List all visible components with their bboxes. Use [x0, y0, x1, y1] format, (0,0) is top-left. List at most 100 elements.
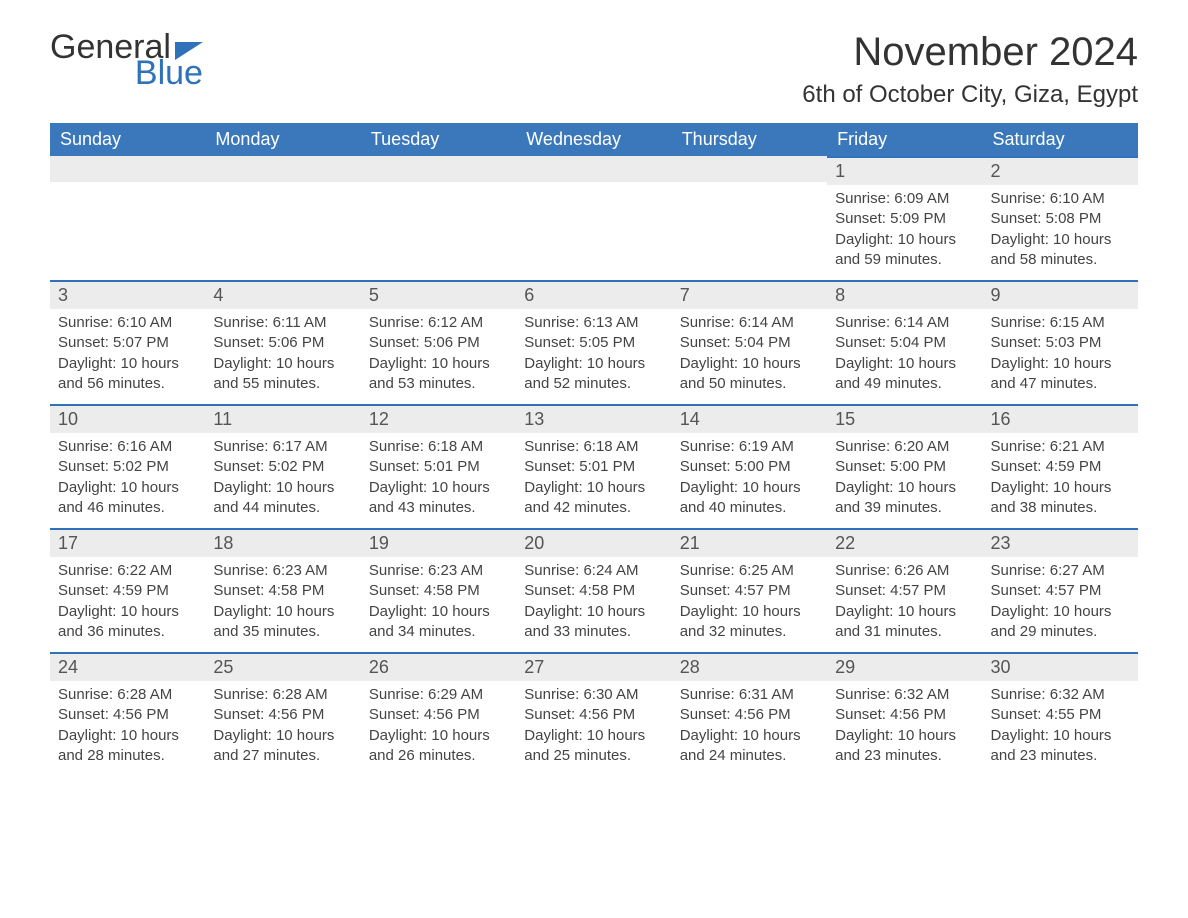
calendar-week-row: 17Sunrise: 6:22 AMSunset: 4:59 PMDayligh… — [50, 528, 1138, 652]
calendar-day-cell: 29Sunrise: 6:32 AMSunset: 4:56 PMDayligh… — [827, 652, 982, 776]
calendar-day-cell: 18Sunrise: 6:23 AMSunset: 4:58 PMDayligh… — [205, 528, 360, 652]
calendar-day-cell: 17Sunrise: 6:22 AMSunset: 4:59 PMDayligh… — [50, 528, 205, 652]
day-details: Sunrise: 6:18 AMSunset: 5:01 PMDaylight:… — [516, 433, 671, 526]
sunset-line: Sunset: 4:57 PM — [680, 581, 819, 601]
sunrise-line: Sunrise: 6:26 AM — [835, 561, 974, 581]
day-number: 27 — [516, 652, 671, 681]
sunset-line: Sunset: 4:59 PM — [991, 457, 1130, 477]
day-number: 22 — [827, 528, 982, 557]
daylight-line: Daylight: 10 hours and 47 minutes. — [991, 354, 1130, 395]
calendar-day-cell: 4Sunrise: 6:11 AMSunset: 5:06 PMDaylight… — [205, 280, 360, 404]
calendar-day-cell: 14Sunrise: 6:19 AMSunset: 5:00 PMDayligh… — [672, 404, 827, 528]
daylight-line: Daylight: 10 hours and 40 minutes. — [680, 478, 819, 519]
sunset-line: Sunset: 4:58 PM — [369, 581, 508, 601]
daylight-line: Daylight: 10 hours and 52 minutes. — [524, 354, 663, 395]
sunset-line: Sunset: 4:57 PM — [835, 581, 974, 601]
day-number: 5 — [361, 280, 516, 309]
weekday-header: Monday — [205, 123, 360, 156]
calendar-week-row: 10Sunrise: 6:16 AMSunset: 5:02 PMDayligh… — [50, 404, 1138, 528]
weekday-header: Saturday — [983, 123, 1138, 156]
sunrise-line: Sunrise: 6:32 AM — [835, 685, 974, 705]
daylight-line: Daylight: 10 hours and 26 minutes. — [369, 726, 508, 767]
weekday-header: Wednesday — [516, 123, 671, 156]
day-details: Sunrise: 6:25 AMSunset: 4:57 PMDaylight:… — [672, 557, 827, 650]
sunset-line: Sunset: 5:04 PM — [835, 333, 974, 353]
calendar-day-cell: 6Sunrise: 6:13 AMSunset: 5:05 PMDaylight… — [516, 280, 671, 404]
day-number: 3 — [50, 280, 205, 309]
day-details: Sunrise: 6:23 AMSunset: 4:58 PMDaylight:… — [205, 557, 360, 650]
sunrise-line: Sunrise: 6:10 AM — [58, 313, 197, 333]
sunset-line: Sunset: 4:56 PM — [524, 705, 663, 725]
sunrise-line: Sunrise: 6:23 AM — [369, 561, 508, 581]
daylight-line: Daylight: 10 hours and 58 minutes. — [991, 230, 1130, 271]
sunset-line: Sunset: 5:03 PM — [991, 333, 1130, 353]
sunrise-line: Sunrise: 6:32 AM — [991, 685, 1130, 705]
calendar-header-row: SundayMondayTuesdayWednesdayThursdayFrid… — [50, 123, 1138, 156]
sunset-line: Sunset: 5:01 PM — [369, 457, 508, 477]
empty-day-bar — [516, 156, 671, 182]
sunrise-line: Sunrise: 6:19 AM — [680, 437, 819, 457]
calendar-table: SundayMondayTuesdayWednesdayThursdayFrid… — [50, 123, 1138, 776]
calendar-week-row: 1Sunrise: 6:09 AMSunset: 5:09 PMDaylight… — [50, 156, 1138, 280]
day-number: 21 — [672, 528, 827, 557]
calendar-empty-cell — [205, 156, 360, 280]
calendar-day-cell: 8Sunrise: 6:14 AMSunset: 5:04 PMDaylight… — [827, 280, 982, 404]
calendar-day-cell: 30Sunrise: 6:32 AMSunset: 4:55 PMDayligh… — [983, 652, 1138, 776]
day-number: 18 — [205, 528, 360, 557]
calendar-day-cell: 1Sunrise: 6:09 AMSunset: 5:09 PMDaylight… — [827, 156, 982, 280]
logo-text-blue: Blue — [135, 56, 203, 90]
daylight-line: Daylight: 10 hours and 24 minutes. — [680, 726, 819, 767]
day-details: Sunrise: 6:24 AMSunset: 4:58 PMDaylight:… — [516, 557, 671, 650]
calendar-day-cell: 20Sunrise: 6:24 AMSunset: 4:58 PMDayligh… — [516, 528, 671, 652]
calendar-day-cell: 3Sunrise: 6:10 AMSunset: 5:07 PMDaylight… — [50, 280, 205, 404]
day-number: 23 — [983, 528, 1138, 557]
day-details: Sunrise: 6:19 AMSunset: 5:00 PMDaylight:… — [672, 433, 827, 526]
calendar-day-cell: 23Sunrise: 6:27 AMSunset: 4:57 PMDayligh… — [983, 528, 1138, 652]
daylight-line: Daylight: 10 hours and 59 minutes. — [835, 230, 974, 271]
weekday-header: Friday — [827, 123, 982, 156]
day-number: 28 — [672, 652, 827, 681]
day-details: Sunrise: 6:11 AMSunset: 5:06 PMDaylight:… — [205, 309, 360, 402]
day-details: Sunrise: 6:21 AMSunset: 4:59 PMDaylight:… — [983, 433, 1138, 526]
daylight-line: Daylight: 10 hours and 43 minutes. — [369, 478, 508, 519]
day-details: Sunrise: 6:10 AMSunset: 5:08 PMDaylight:… — [983, 185, 1138, 278]
day-details: Sunrise: 6:28 AMSunset: 4:56 PMDaylight:… — [50, 681, 205, 774]
weekday-header: Tuesday — [361, 123, 516, 156]
month-title: November 2024 — [802, 30, 1138, 75]
day-details: Sunrise: 6:16 AMSunset: 5:02 PMDaylight:… — [50, 433, 205, 526]
day-number: 15 — [827, 404, 982, 433]
sunset-line: Sunset: 4:56 PM — [369, 705, 508, 725]
daylight-line: Daylight: 10 hours and 56 minutes. — [58, 354, 197, 395]
calendar-empty-cell — [672, 156, 827, 280]
sunset-line: Sunset: 5:00 PM — [835, 457, 974, 477]
sunrise-line: Sunrise: 6:13 AM — [524, 313, 663, 333]
sunrise-line: Sunrise: 6:28 AM — [58, 685, 197, 705]
sunrise-line: Sunrise: 6:12 AM — [369, 313, 508, 333]
calendar-day-cell: 28Sunrise: 6:31 AMSunset: 4:56 PMDayligh… — [672, 652, 827, 776]
calendar-week-row: 24Sunrise: 6:28 AMSunset: 4:56 PMDayligh… — [50, 652, 1138, 776]
daylight-line: Daylight: 10 hours and 39 minutes. — [835, 478, 974, 519]
daylight-line: Daylight: 10 hours and 55 minutes. — [213, 354, 352, 395]
sunrise-line: Sunrise: 6:31 AM — [680, 685, 819, 705]
daylight-line: Daylight: 10 hours and 33 minutes. — [524, 602, 663, 643]
calendar-day-cell: 13Sunrise: 6:18 AMSunset: 5:01 PMDayligh… — [516, 404, 671, 528]
sunrise-line: Sunrise: 6:27 AM — [991, 561, 1130, 581]
sunset-line: Sunset: 4:55 PM — [991, 705, 1130, 725]
day-details: Sunrise: 6:14 AMSunset: 5:04 PMDaylight:… — [672, 309, 827, 402]
calendar-day-cell: 11Sunrise: 6:17 AMSunset: 5:02 PMDayligh… — [205, 404, 360, 528]
sunset-line: Sunset: 5:05 PM — [524, 333, 663, 353]
sunrise-line: Sunrise: 6:24 AM — [524, 561, 663, 581]
day-number: 16 — [983, 404, 1138, 433]
weekday-header: Thursday — [672, 123, 827, 156]
daylight-line: Daylight: 10 hours and 32 minutes. — [680, 602, 819, 643]
logo-triangle-icon — [175, 42, 203, 60]
calendar-day-cell: 16Sunrise: 6:21 AMSunset: 4:59 PMDayligh… — [983, 404, 1138, 528]
sunrise-line: Sunrise: 6:20 AM — [835, 437, 974, 457]
day-number: 24 — [50, 652, 205, 681]
day-details: Sunrise: 6:20 AMSunset: 5:00 PMDaylight:… — [827, 433, 982, 526]
sunrise-line: Sunrise: 6:10 AM — [991, 189, 1130, 209]
weekday-header: Sunday — [50, 123, 205, 156]
sunrise-line: Sunrise: 6:18 AM — [524, 437, 663, 457]
calendar-day-cell: 26Sunrise: 6:29 AMSunset: 4:56 PMDayligh… — [361, 652, 516, 776]
day-number: 8 — [827, 280, 982, 309]
